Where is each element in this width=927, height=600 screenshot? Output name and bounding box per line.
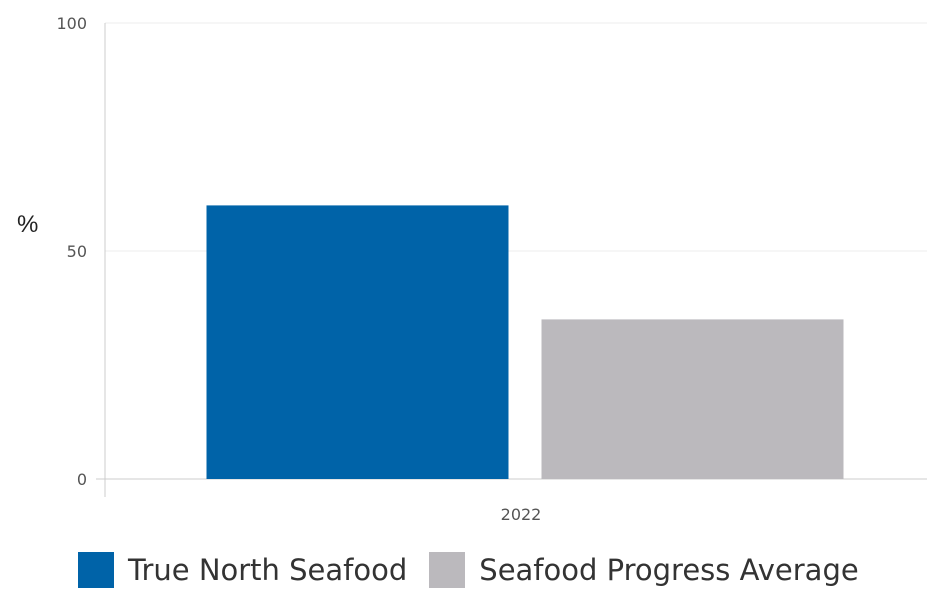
legend-label-true-north-seafood: True North Seafood	[128, 553, 408, 587]
legend-label-seafood-progress-average: Seafood Progress Average	[479, 553, 859, 587]
y-tick-label-100: 100	[56, 14, 87, 33]
y-tick-label-50: 50	[67, 242, 87, 261]
legend-item-seafood-progress-average[interactable]: Seafood Progress Average	[429, 552, 859, 588]
bar-seafood-progress-average-2022	[541, 319, 844, 479]
bar-true-north-seafood-2022	[206, 205, 509, 479]
y-axis-label: %	[17, 211, 39, 238]
legend: True North Seafood Seafood Progress Aver…	[78, 552, 859, 588]
x-tick-label-2022: 2022	[501, 505, 542, 524]
y-tick-label-0: 0	[77, 470, 87, 489]
legend-swatch-seafood-progress-average	[429, 552, 466, 588]
legend-item-true-north-seafood[interactable]: True North Seafood	[78, 552, 407, 588]
legend-swatch-true-north-seafood	[78, 552, 114, 588]
